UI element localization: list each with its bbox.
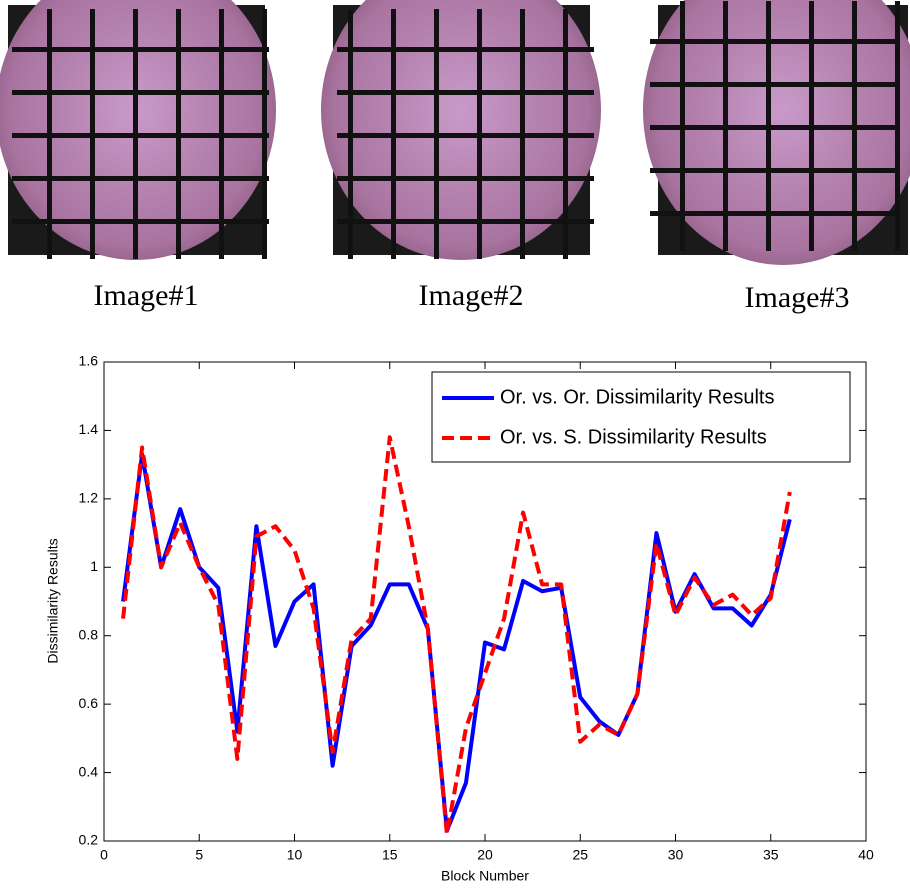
y-tick-label: 0.8 xyxy=(79,626,99,642)
x-tick-label: 40 xyxy=(858,847,874,863)
image-caption: Image#3 xyxy=(745,281,850,314)
y-tick-label: 1.2 xyxy=(79,490,99,506)
legend-label: Or. vs. Or. Dissimilarity Results xyxy=(500,386,774,408)
image-caption: Image#1 xyxy=(94,279,199,312)
y-tick-label: 0.4 xyxy=(79,763,99,779)
y-tick-label: 1.4 xyxy=(79,421,99,437)
x-tick-label: 20 xyxy=(477,847,493,863)
x-tick-label: 5 xyxy=(195,847,203,863)
x-tick-label: 0 xyxy=(100,847,108,863)
legend-box xyxy=(431,371,851,463)
x-tick-label: 30 xyxy=(668,847,684,863)
x-tick-label: 25 xyxy=(572,847,588,863)
x-tick-label: 10 xyxy=(287,847,303,863)
y-tick-label: 1.6 xyxy=(79,353,99,369)
image-caption: Image#2 xyxy=(419,279,524,312)
x-axis-label: Block Number xyxy=(441,868,529,884)
y-tick-label: 0.6 xyxy=(79,695,99,711)
face-image xyxy=(321,0,601,260)
x-tick-label: 15 xyxy=(382,847,398,863)
y-tick-label: 0.2 xyxy=(79,832,99,848)
y-axis-label: Dissimilarity Results xyxy=(45,538,61,663)
face-images: Image#1 Image#2 Image#3 xyxy=(0,0,910,314)
face-image xyxy=(0,0,276,260)
y-tick-label: 1 xyxy=(90,558,98,574)
legend-label: Or. vs. S. Dissimilarity Results xyxy=(500,426,767,448)
series-line xyxy=(121,435,792,837)
x-tick-label: 35 xyxy=(763,847,779,863)
face-image xyxy=(643,0,910,265)
